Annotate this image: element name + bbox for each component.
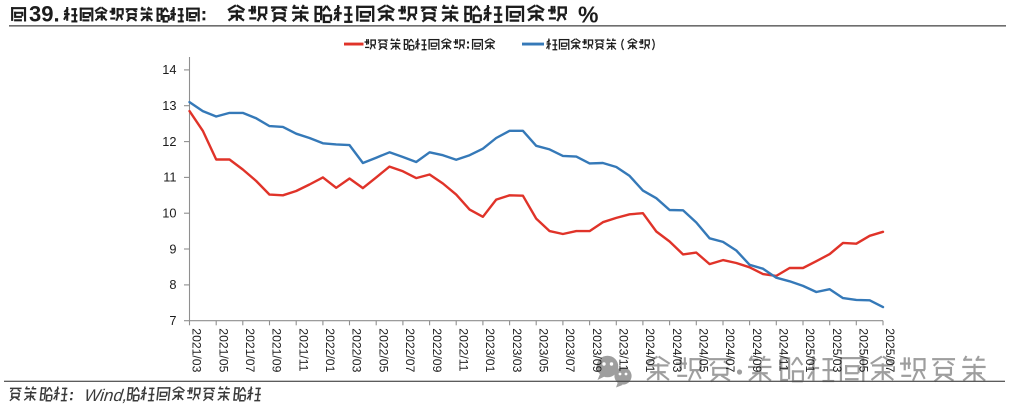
svg-text:2021/11: 2021/11 xyxy=(296,328,310,371)
svg-text:2021/09: 2021/09 xyxy=(270,328,284,372)
svg-text:13: 13 xyxy=(162,98,176,113)
svg-text:2025/05: 2025/05 xyxy=(857,328,871,372)
svg-text:2022/09: 2022/09 xyxy=(430,328,444,372)
svg-text:7: 7 xyxy=(169,313,176,328)
svg-text:2023/05: 2023/05 xyxy=(537,328,551,372)
svg-text:8: 8 xyxy=(169,277,176,292)
svg-text:39.: 39. xyxy=(29,2,60,27)
svg-text:2022/05: 2022/05 xyxy=(376,328,390,372)
svg-text:2023/07: 2023/07 xyxy=(563,328,577,372)
svg-text:2025/01: 2025/01 xyxy=(803,328,817,372)
svg-text:2021/05: 2021/05 xyxy=(216,328,230,372)
svg-text:2024/05: 2024/05 xyxy=(697,328,711,372)
svg-text:2022/11: 2022/11 xyxy=(456,328,470,371)
svg-text:10: 10 xyxy=(162,206,176,221)
svg-text:2021/03: 2021/03 xyxy=(190,328,204,372)
svg-text:2022/03: 2022/03 xyxy=(350,328,364,372)
svg-text:2023/03: 2023/03 xyxy=(510,328,524,372)
svg-text:2024/03: 2024/03 xyxy=(670,328,684,372)
svg-text:2025/07: 2025/07 xyxy=(883,328,897,372)
svg-text:Wind,: Wind, xyxy=(83,386,128,405)
svg-text:2025/03: 2025/03 xyxy=(830,328,844,372)
svg-text:2023/09: 2023/09 xyxy=(590,328,604,372)
svg-text:2024/09: 2024/09 xyxy=(750,328,764,372)
svg-text:2024/11: 2024/11 xyxy=(777,328,791,371)
svg-text:2022/07: 2022/07 xyxy=(403,328,417,372)
svg-text:2023/01: 2023/01 xyxy=(483,328,497,372)
svg-text:2023/11: 2023/11 xyxy=(617,328,631,371)
svg-text:2022/01: 2022/01 xyxy=(323,328,337,372)
svg-text:11: 11 xyxy=(163,170,176,185)
svg-text:2021/07: 2021/07 xyxy=(243,328,257,372)
svg-text:2024/07: 2024/07 xyxy=(723,328,737,372)
svg-text:9: 9 xyxy=(169,241,176,256)
svg-text:12: 12 xyxy=(162,134,176,149)
svg-text:14: 14 xyxy=(162,62,176,77)
svg-text:%: % xyxy=(578,2,598,28)
svg-text:2024/01: 2024/01 xyxy=(643,328,657,372)
